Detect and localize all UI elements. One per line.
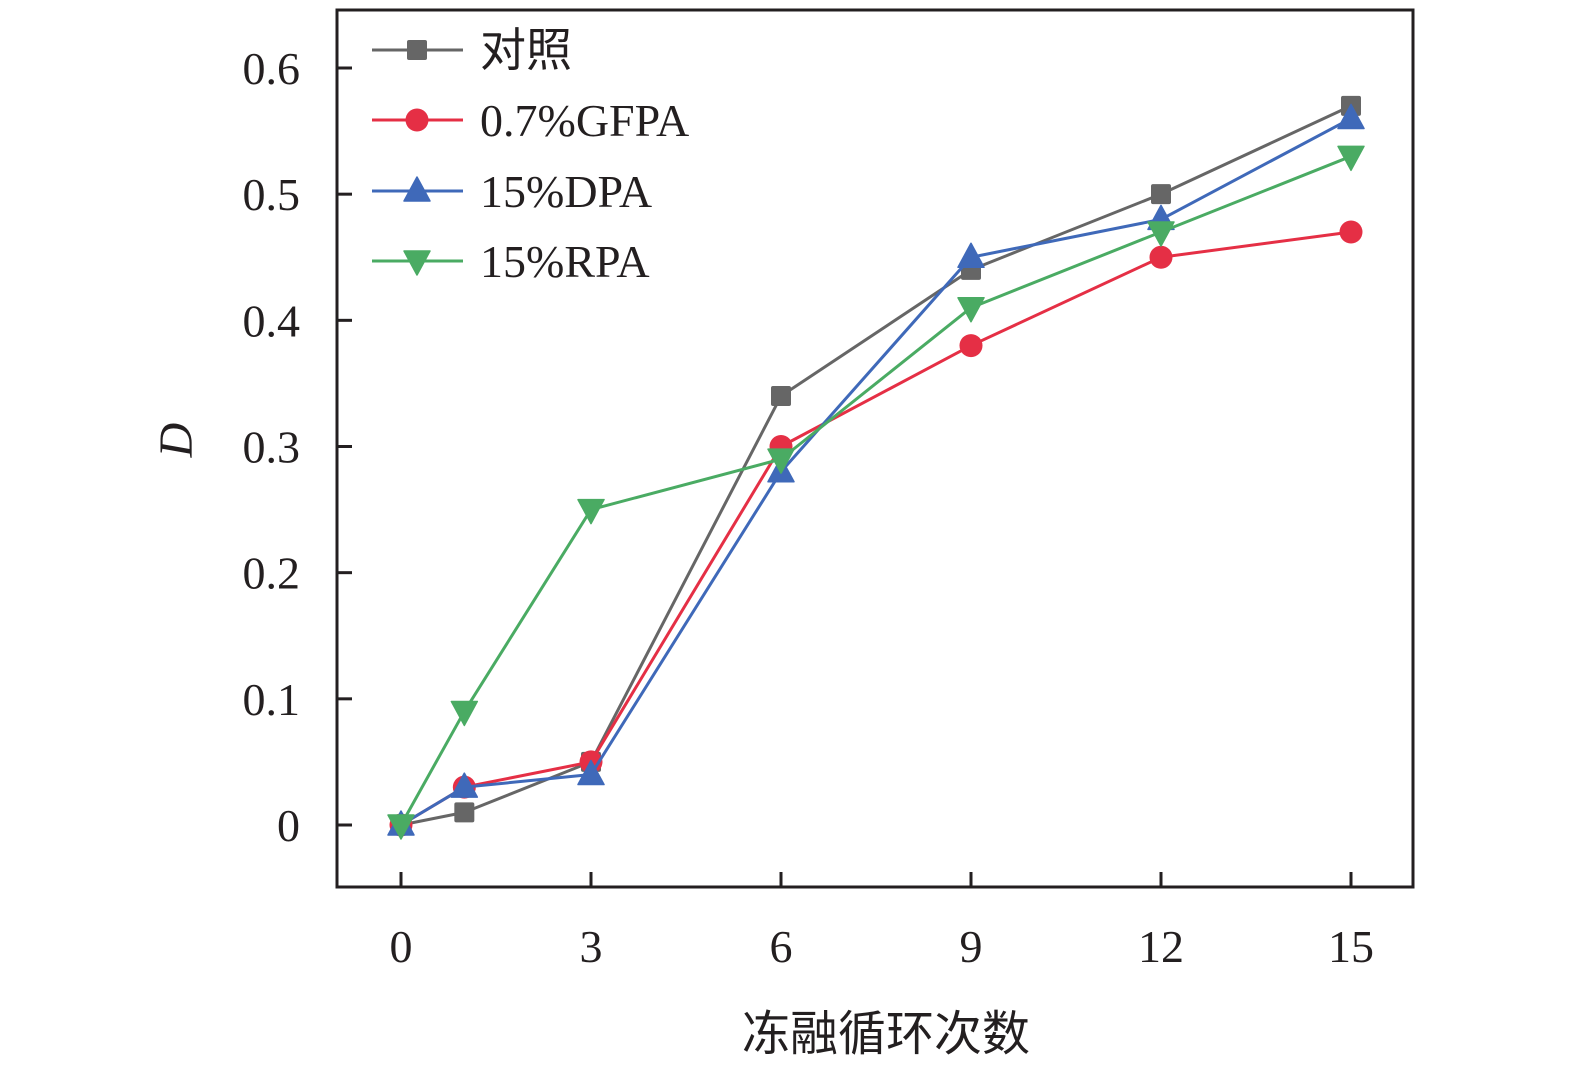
y-tick-label: 0.1 xyxy=(243,674,301,725)
y-tick-label: 0.5 xyxy=(243,169,301,220)
y-axis-title: D xyxy=(150,423,203,459)
series-1 xyxy=(389,220,1363,837)
legend-marker xyxy=(405,108,429,132)
y-tick-label: 0.2 xyxy=(243,548,301,599)
data-point xyxy=(771,386,791,407)
x-tick-label: 0 xyxy=(390,921,413,972)
legend-item: 对照 xyxy=(372,25,572,76)
data-point xyxy=(1337,145,1365,172)
y-tick-label: 0.4 xyxy=(243,295,301,346)
legend-item: 0.7%GFPA xyxy=(372,95,689,146)
x-tick-label: 3 xyxy=(580,921,603,972)
legend-marker xyxy=(407,40,427,60)
data-point xyxy=(577,498,605,525)
y-tick-label: 0.6 xyxy=(243,43,301,94)
data-point xyxy=(387,814,415,840)
x-axis-title: 冻融循环次数 xyxy=(742,1008,1030,1061)
x-tick-label: 15 xyxy=(1328,921,1374,972)
data-point xyxy=(454,802,475,823)
legend-marker xyxy=(403,250,431,276)
data-point xyxy=(959,334,983,358)
data-point xyxy=(1339,220,1363,244)
x-tick-label: 6 xyxy=(770,921,793,972)
data-point xyxy=(1151,184,1171,205)
series-line xyxy=(400,230,1352,827)
x-tick-label: 12 xyxy=(1138,921,1184,972)
legend-marker xyxy=(403,176,431,202)
data-point xyxy=(1147,221,1175,247)
plot-frame xyxy=(335,8,1415,889)
data-point xyxy=(1149,245,1173,269)
legend-label: 0.7%GFPA xyxy=(480,95,689,146)
data-point xyxy=(957,242,985,268)
y-tick-label: 0.3 xyxy=(243,422,301,473)
data-point xyxy=(957,296,985,323)
legend-item: 15%RPA xyxy=(372,236,650,287)
legend-item: 15%DPA xyxy=(372,166,652,217)
data-point xyxy=(577,759,605,786)
data-point xyxy=(767,448,795,474)
data-point xyxy=(450,772,479,798)
series-3 xyxy=(387,145,1365,840)
data-point xyxy=(1337,103,1365,130)
data-point xyxy=(450,700,479,727)
y-tick-label: 0 xyxy=(277,800,300,851)
series-line xyxy=(400,117,1352,827)
x-tick-label: 9 xyxy=(960,921,983,972)
legend-label: 15%DPA xyxy=(480,166,652,217)
legend-label: 对照 xyxy=(480,25,572,76)
legend-label: 15%RPA xyxy=(480,236,650,287)
